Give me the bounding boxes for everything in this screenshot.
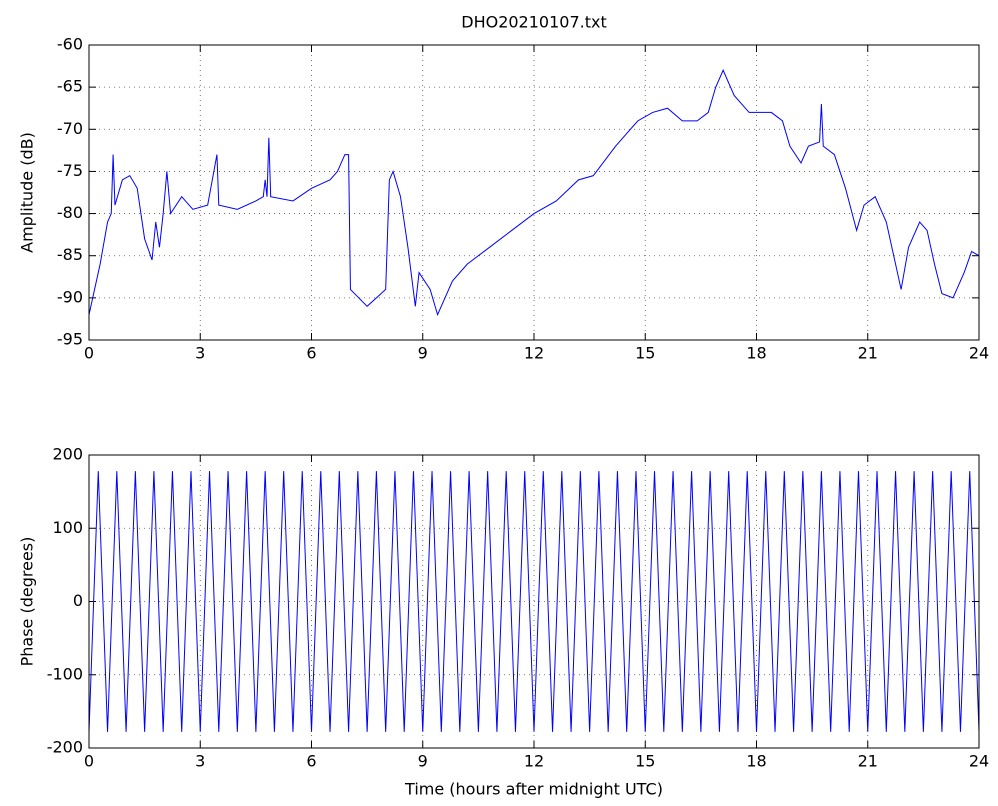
y-tick-label: 100 <box>52 518 83 537</box>
x-tick-label: 21 <box>858 752 878 771</box>
y-tick-label: -100 <box>47 664 83 683</box>
x-tick-label: 12 <box>524 344 544 363</box>
y-tick-label: -60 <box>57 35 83 54</box>
y-axis-label: Amplitude (dB) <box>18 132 37 253</box>
x-tick-label: 3 <box>195 752 205 771</box>
x-tick-label: 15 <box>635 752 655 771</box>
x-tick-label: 3 <box>195 344 205 363</box>
axes-box <box>88 44 980 341</box>
x-tick-label: 0 <box>84 752 94 771</box>
x-tick-label: 18 <box>746 344 766 363</box>
x-axis-label: Time (hours after midnight UTC) <box>404 780 663 799</box>
data-line <box>88 471 980 732</box>
y-tick-label: -70 <box>57 119 83 138</box>
x-tick-label: 21 <box>858 344 878 363</box>
x-tick-label: 0 <box>84 344 94 363</box>
chart-title: DHO20210107.txt <box>461 13 606 32</box>
y-tick-label: -65 <box>57 77 83 96</box>
x-tick-label: 9 <box>418 344 428 363</box>
y-tick-label: 200 <box>52 445 83 464</box>
x-tick-label: 24 <box>969 752 989 771</box>
y-tick-label: -90 <box>57 287 83 306</box>
x-tick-label: 9 <box>418 752 428 771</box>
x-tick-label: 6 <box>306 752 316 771</box>
y-tick-label: -75 <box>57 161 83 180</box>
y-axis-label: Phase (degrees) <box>18 537 37 667</box>
axes-box <box>88 454 980 749</box>
x-tick-label: 24 <box>969 344 989 363</box>
y-tick-label: -80 <box>57 203 83 222</box>
y-tick-label: -95 <box>57 330 83 349</box>
x-tick-label: 15 <box>635 344 655 363</box>
y-tick-label: 0 <box>73 591 83 610</box>
x-tick-label: 12 <box>524 752 544 771</box>
y-tick-label: -200 <box>47 738 83 757</box>
data-line <box>88 69 980 317</box>
x-tick-label: 6 <box>306 344 316 363</box>
x-tick-label: 18 <box>746 752 766 771</box>
y-tick-label: -85 <box>57 245 83 264</box>
